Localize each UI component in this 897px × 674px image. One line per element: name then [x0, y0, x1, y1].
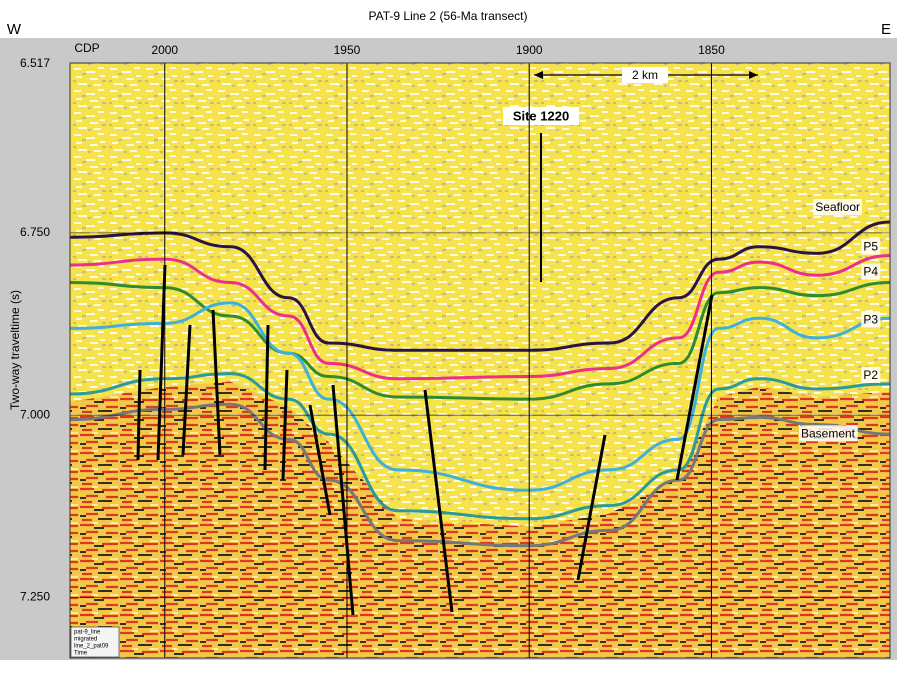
x-tick-label: 2000 — [151, 43, 178, 57]
site-label-bg — [503, 107, 579, 125]
fault — [308, 404, 332, 516]
fault — [281, 369, 289, 481]
fault — [156, 264, 167, 461]
horizon-label: P5 — [863, 240, 878, 254]
y-tick-label: 6.750 — [20, 225, 50, 239]
horizon — [70, 301, 890, 492]
fault — [136, 369, 142, 461]
x-tick-label: 1950 — [334, 43, 361, 57]
fault — [263, 324, 270, 471]
site-label: Site 1220 — [513, 108, 569, 123]
info-text: Time — [74, 651, 88, 657]
scale-label: 2 km — [632, 68, 658, 82]
fault — [211, 309, 222, 456]
horizon — [70, 254, 890, 381]
info-text: migrated — [74, 637, 97, 643]
horizon-label: P4 — [863, 265, 878, 279]
horizon-label-bg — [861, 263, 881, 280]
fault — [576, 434, 607, 581]
plot-border — [69, 62, 891, 659]
horizon — [70, 220, 890, 352]
fault — [331, 384, 355, 616]
fault — [181, 324, 192, 456]
scale-label-bg — [622, 67, 668, 83]
chart-title: PAT-9 Line 2 (56-Ma transect) — [369, 9, 528, 23]
info-box — [70, 626, 120, 658]
plot-area — [70, 63, 890, 658]
x-tick-label: 1900 — [516, 43, 543, 57]
horizon-label: P3 — [863, 312, 878, 326]
horizon-label: Basement — [801, 426, 856, 440]
horizon — [70, 402, 890, 548]
info-text: line_2_pat09 — [74, 644, 109, 650]
horizon — [70, 372, 890, 521]
y-tick-label: 7.000 — [20, 407, 50, 421]
x-axis-label: CDP — [74, 41, 99, 55]
horizon-label: Seafloor — [815, 200, 860, 214]
horizon-label: P2 — [863, 368, 878, 382]
y-axis-label: Two-way traveltime (s) — [8, 290, 22, 410]
fault — [423, 389, 454, 613]
fault — [675, 294, 714, 481]
x-tick-label: 1850 — [698, 43, 725, 57]
faults — [136, 264, 714, 616]
info-text: pat-9_line — [74, 630, 101, 636]
west-label: W — [7, 21, 22, 38]
horizon-label-bg — [861, 367, 881, 384]
horizon-label-bg — [813, 199, 862, 216]
east-label: E — [881, 21, 891, 38]
y-tick-label: 7.250 — [20, 590, 50, 604]
horizon-label-bg — [861, 238, 881, 255]
y-tick-label: 6.517 — [20, 56, 50, 70]
horizon-label-bg — [798, 425, 858, 442]
horizon-label-bg — [861, 311, 881, 328]
reflection-texture — [70, 381, 890, 658]
